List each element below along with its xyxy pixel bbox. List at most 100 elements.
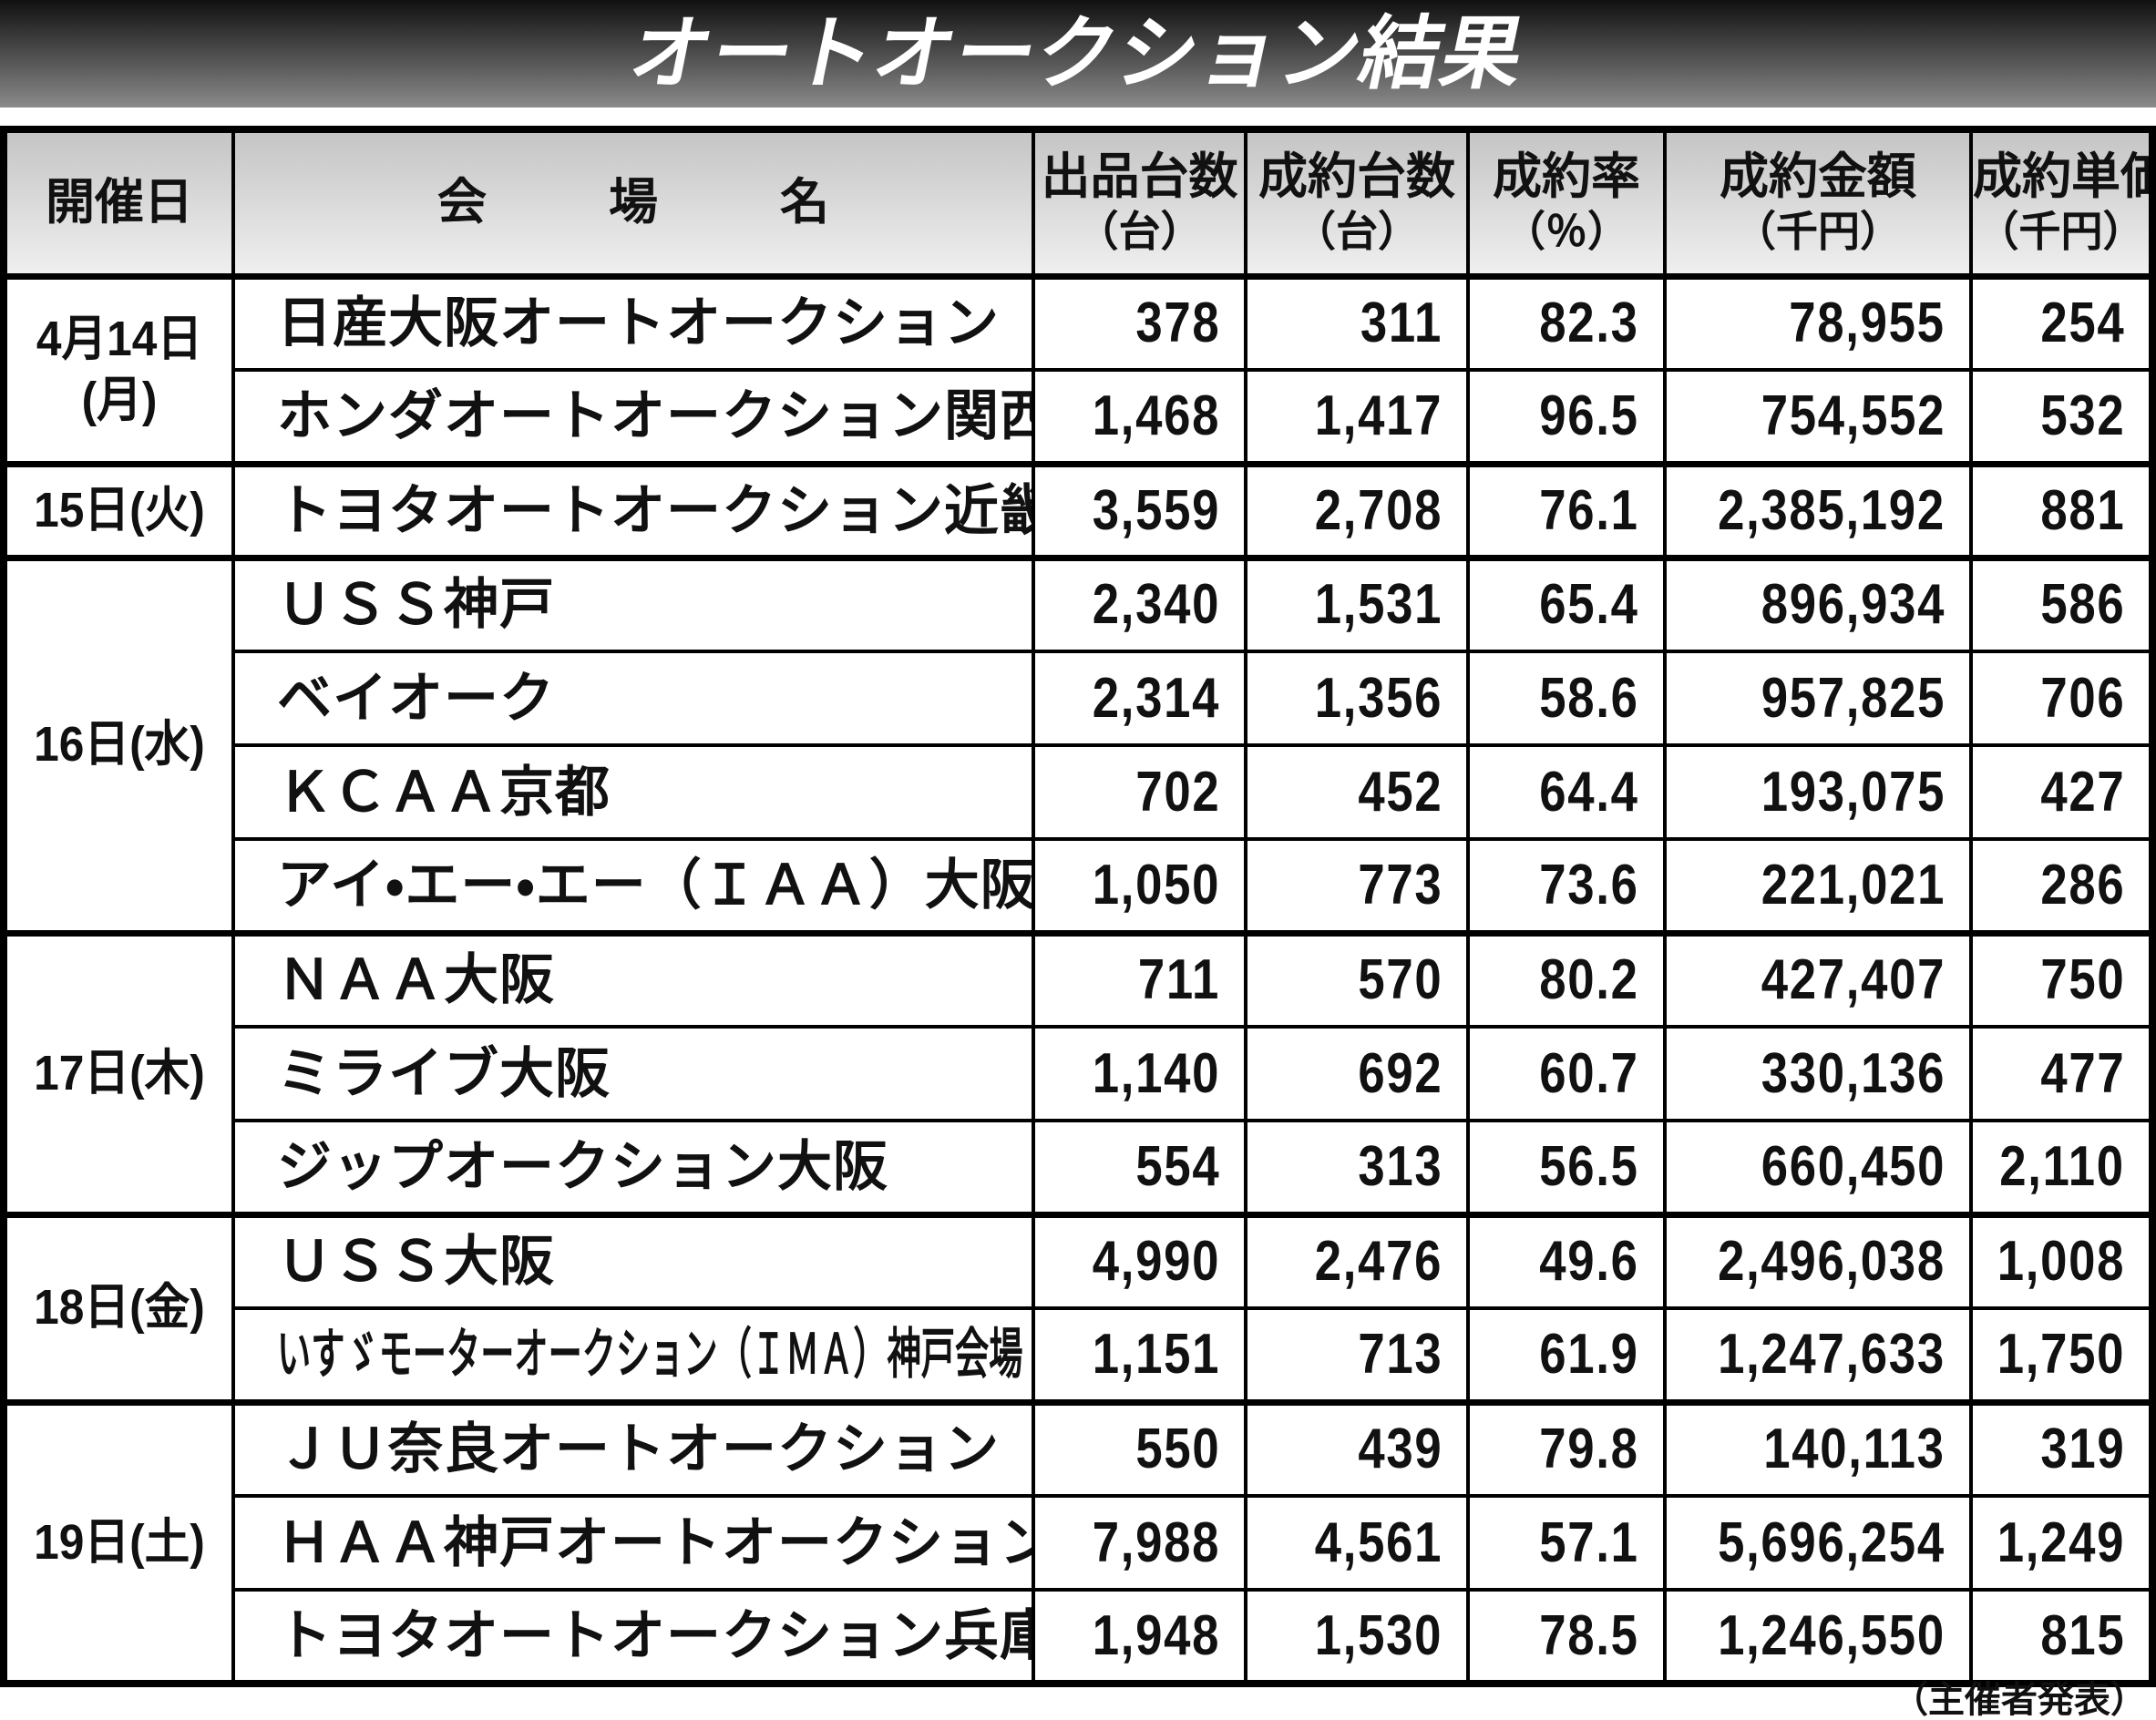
date-label: 19日(土): [34, 1514, 205, 1570]
listed-cell: 3,559: [1032, 462, 1247, 561]
venue-cell: アイ・エー・エー（ＩＡＡ）大阪: [231, 837, 1035, 937]
amount-cell: 427,407: [1663, 931, 1973, 1029]
sold-cell: 2,476: [1244, 1213, 1470, 1310]
table-row: ホンダオートオークション関西 1,468 1,417 96.5 754,552 …: [4, 368, 2154, 467]
listed-cell: 2,314: [1032, 650, 1247, 747]
unit-cell: 1,008: [1969, 1213, 2154, 1310]
table-row: いすゞモーターオークション（ＩＭＡ）神戸会場 1,151 713 61.9 1,…: [4, 1306, 2154, 1406]
amount-cell: 957,825: [1663, 650, 1973, 747]
date-cell: 4月14日 (月): [2, 274, 235, 467]
listed-cell: 550: [1032, 1400, 1247, 1498]
venue-cell: ホンダオートオークション関西: [231, 368, 1035, 467]
venue-cell: ＪＵ奈良オートオークション: [231, 1400, 1035, 1498]
amount-cell: 1,247,633: [1663, 1306, 1973, 1406]
venue-cell: ベイオーク: [231, 650, 1035, 747]
sold-cell: 452: [1244, 743, 1470, 841]
table-row: 4月14日 (月) 日産大阪オートオークション 378 311 82.3 78,…: [2, 274, 2154, 467]
col-header-date-label: 開催日: [46, 175, 193, 230]
listed-cell: 1,948: [1032, 1588, 1247, 1687]
date-label: 18日(金): [34, 1280, 205, 1336]
listed-cell: 711: [1032, 931, 1247, 1029]
listed-cell: 1,151: [1032, 1306, 1247, 1406]
date-label: 15日(火): [34, 482, 205, 538]
rate-cell: 76.1: [1466, 462, 1667, 561]
table-row: トヨタオートオークション兵庫 1,948 1,530 78.5 1,246,55…: [4, 1588, 2154, 1687]
date-cell: 18日(金): [2, 1213, 235, 1406]
venue-cell: トヨタオートオークション兵庫: [231, 1588, 1035, 1687]
amount-cell: 2,385,192: [1663, 462, 1973, 561]
amount-cell: 330,136: [1663, 1025, 1973, 1122]
venue-cell: ＫＣＡＡ京都: [231, 743, 1035, 841]
date-label: 4月14日 (月): [36, 311, 203, 428]
venue-cell: ＨＡＡ神戸オートオークション: [231, 1494, 1035, 1592]
date-label: 16日(水): [34, 717, 205, 773]
unit-cell: 1,249: [1969, 1494, 2154, 1592]
sold-cell: 1,530: [1244, 1588, 1470, 1687]
venue-cell: ＵＳＳ大阪: [231, 1213, 1035, 1310]
auction-results-table: 開催日 会 場 名 出品台数 （台） 成約台数 （台） 成約率 （％）: [0, 126, 2156, 1687]
unit-cell: 286: [1969, 837, 2154, 937]
venue-cell: 日産大阪オートオークション: [231, 274, 1035, 372]
rate-cell: 82.3: [1466, 274, 1667, 372]
unit-cell: 586: [1969, 556, 2154, 653]
table-row: 16日(水) ＵＳＳ神戸 2,340 1,531 65.4 896,934 58…: [2, 556, 2154, 937]
col-header-venue-label: 会 場 名: [437, 175, 866, 230]
date-cell: 15日(火): [2, 462, 235, 561]
amount-cell: 221,021: [1663, 837, 1973, 937]
sold-cell: 1,531: [1244, 556, 1470, 653]
table-row: ベイオーク 2,314 1,356 58.6 957,825 706: [4, 650, 2154, 747]
sold-cell: 773: [1244, 837, 1470, 937]
table-row: 18日(金) ＵＳＳ大阪 4,990 2,476 49.6 2,496,038 …: [2, 1213, 2154, 1406]
date-label: 17日(木): [34, 1045, 205, 1101]
unit-cell: 1,750: [1969, 1306, 2154, 1406]
date-cell: 16日(水): [2, 556, 235, 937]
unit-cell: 532: [1969, 368, 2154, 467]
unit-cell: 477: [1969, 1025, 2154, 1122]
unit-cell: 815: [1969, 1588, 2154, 1687]
table-row: ＨＡＡ神戸オートオークション 7,988 4,561 57.1 5,696,25…: [4, 1494, 2154, 1592]
header-row: 開催日 会 場 名 出品台数 （台） 成約台数 （台） 成約率 （％）: [2, 128, 2154, 280]
unit-cell: 881: [1969, 462, 2154, 561]
rate-cell: 60.7: [1466, 1025, 1667, 1122]
col-header-venue: 会 場 名: [231, 128, 1035, 280]
sold-cell: 311: [1244, 274, 1470, 372]
listed-cell: 702: [1032, 743, 1247, 841]
amount-cell: 5,696,254: [1663, 1494, 1973, 1592]
sold-cell: 713: [1244, 1306, 1470, 1406]
unit-cell: 427: [1969, 743, 2154, 841]
col-header-amount: 成約金額 （千円）: [1663, 128, 1973, 280]
source-note: （主催者発表）: [1892, 1680, 2147, 1720]
sold-cell: 4,561: [1244, 1494, 1470, 1592]
amount-cell: 1,246,550: [1663, 1588, 1973, 1687]
venue-cell: ミライブ大阪: [231, 1025, 1035, 1122]
table-row: ＫＣＡＡ京都 702 452 64.4 193,075 427: [4, 743, 2154, 841]
listed-cell: 7,988: [1032, 1494, 1247, 1592]
venue-cell: ＵＳＳ神戸: [231, 556, 1035, 653]
table-row: 19日(土) ＪＵ奈良オートオークション 550 439 79.8 140,11…: [2, 1400, 2154, 1687]
table-row: アイ・エー・エー（ＩＡＡ）大阪 1,050 773 73.6 221,021 2…: [4, 837, 2154, 937]
listed-cell: 1,140: [1032, 1025, 1247, 1122]
rate-cell: 80.2: [1466, 931, 1667, 1029]
col-header-date: 開催日: [2, 128, 235, 280]
venue-cell: いすゞモーターオークション（ＩＭＡ）神戸会場: [231, 1306, 1035, 1406]
rate-cell: 58.6: [1466, 650, 1667, 747]
sold-cell: 692: [1244, 1025, 1470, 1122]
listed-cell: 2,340: [1032, 556, 1247, 653]
amount-cell: 193,075: [1663, 743, 1973, 841]
amount-cell: 660,450: [1663, 1119, 1973, 1218]
venue-cell: ジップオークション大阪: [231, 1119, 1035, 1218]
venue-cell: トヨタオートオークション近畿: [231, 462, 1035, 561]
unit-cell: 319: [1969, 1400, 2154, 1498]
rate-cell: 57.1: [1466, 1494, 1667, 1592]
rate-cell: 65.4: [1466, 556, 1667, 653]
listed-cell: 554: [1032, 1119, 1247, 1218]
col-header-sold: 成約台数 （台）: [1244, 128, 1470, 280]
table-row: 15日(火) トヨタオートオークション近畿 3,559 2,708 76.1 2…: [2, 462, 2154, 561]
unit-cell: 750: [1969, 931, 2154, 1029]
sold-cell: 570: [1244, 931, 1470, 1029]
unit-cell: 254: [1969, 274, 2154, 372]
rate-cell: 64.4: [1466, 743, 1667, 841]
rate-cell: 79.8: [1466, 1400, 1667, 1498]
venue-cell: ＮＡＡ大阪: [231, 931, 1035, 1029]
unit-cell: 706: [1969, 650, 2154, 747]
